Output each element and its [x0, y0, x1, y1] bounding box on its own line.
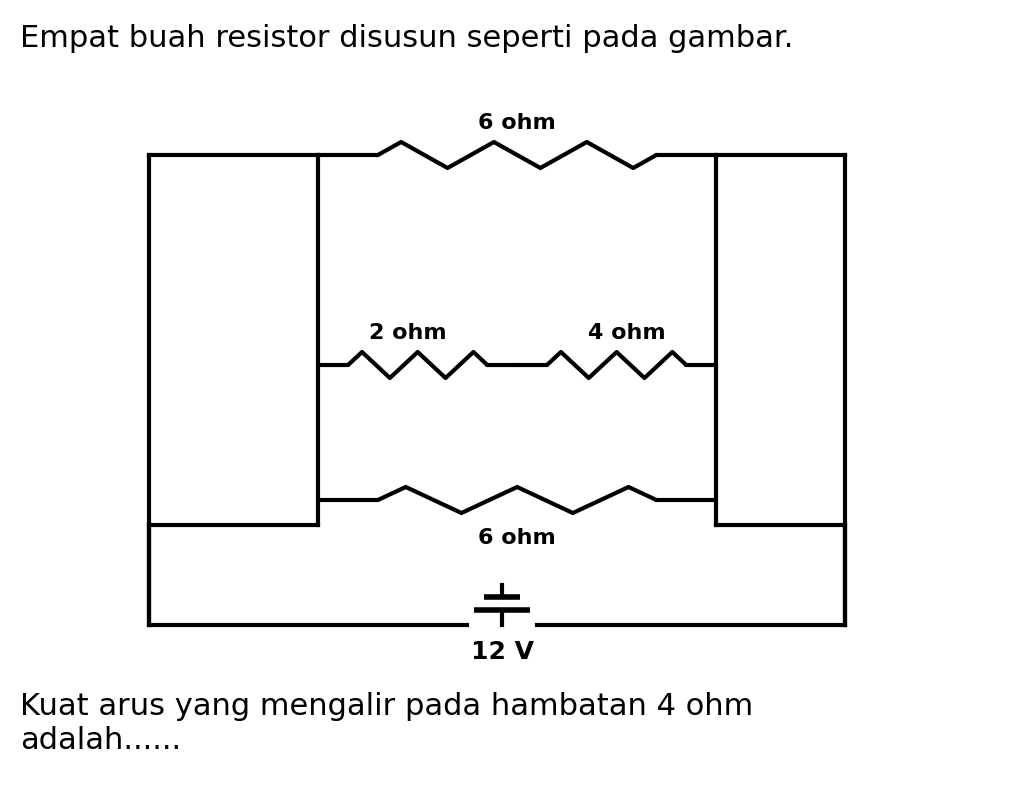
- Text: Kuat arus yang mengalir pada hambatan 4 ohm
adalah......: Kuat arus yang mengalir pada hambatan 4 …: [20, 692, 753, 755]
- Text: Empat buah resistor disusun seperti pada gambar.: Empat buah resistor disusun seperti pada…: [20, 24, 794, 53]
- Text: 12 V: 12 V: [471, 640, 534, 664]
- Text: 6 ohm: 6 ohm: [478, 528, 556, 548]
- Text: 6 ohm: 6 ohm: [478, 113, 556, 133]
- Text: 4 ohm: 4 ohm: [587, 323, 665, 343]
- Text: 2 ohm: 2 ohm: [369, 323, 447, 343]
